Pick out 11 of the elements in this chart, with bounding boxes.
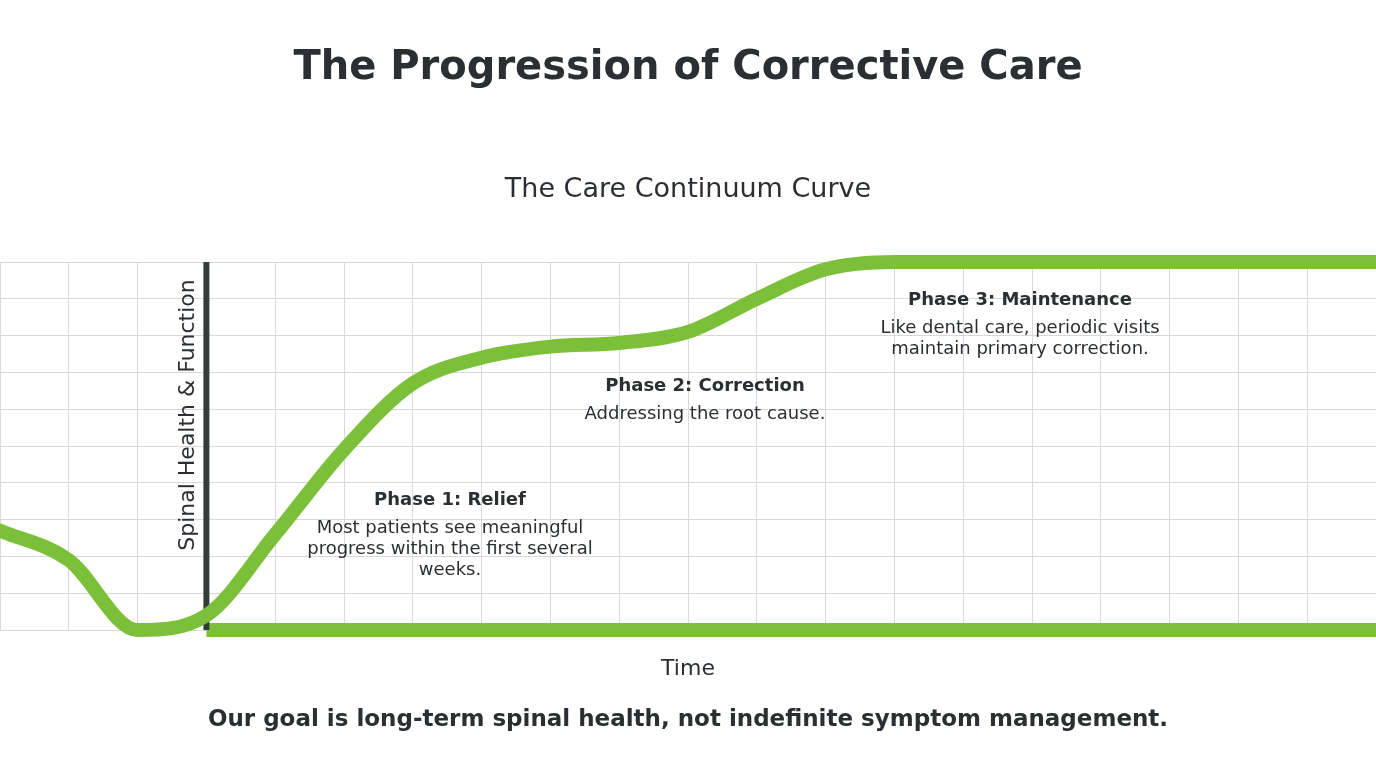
annotation: Phase 1: Relief	[373, 488, 527, 509]
annotation: Like dental care, periodic visits maintain primary correction.	[879, 316, 1161, 358]
text: Our goal is long-term spinal health, not indefinite symptom management.	[206, 705, 1170, 731]
y-axis-title: Spinal Health & Function	[173, 279, 199, 551]
x-axis-title: Time	[660, 655, 716, 680]
annotation: Phase 2: Correction	[604, 374, 806, 395]
annotation: Phase 3: Maintenance	[907, 288, 1133, 309]
annotation: Addressing the root cause.	[583, 402, 827, 423]
chart-title: The Progression of Corrective Care	[292, 42, 1084, 88]
annotation: Most patients see meaningful progress within the first several weeks.	[306, 516, 594, 579]
chart-subtitle: The Care Continuum Curve	[503, 172, 873, 203]
